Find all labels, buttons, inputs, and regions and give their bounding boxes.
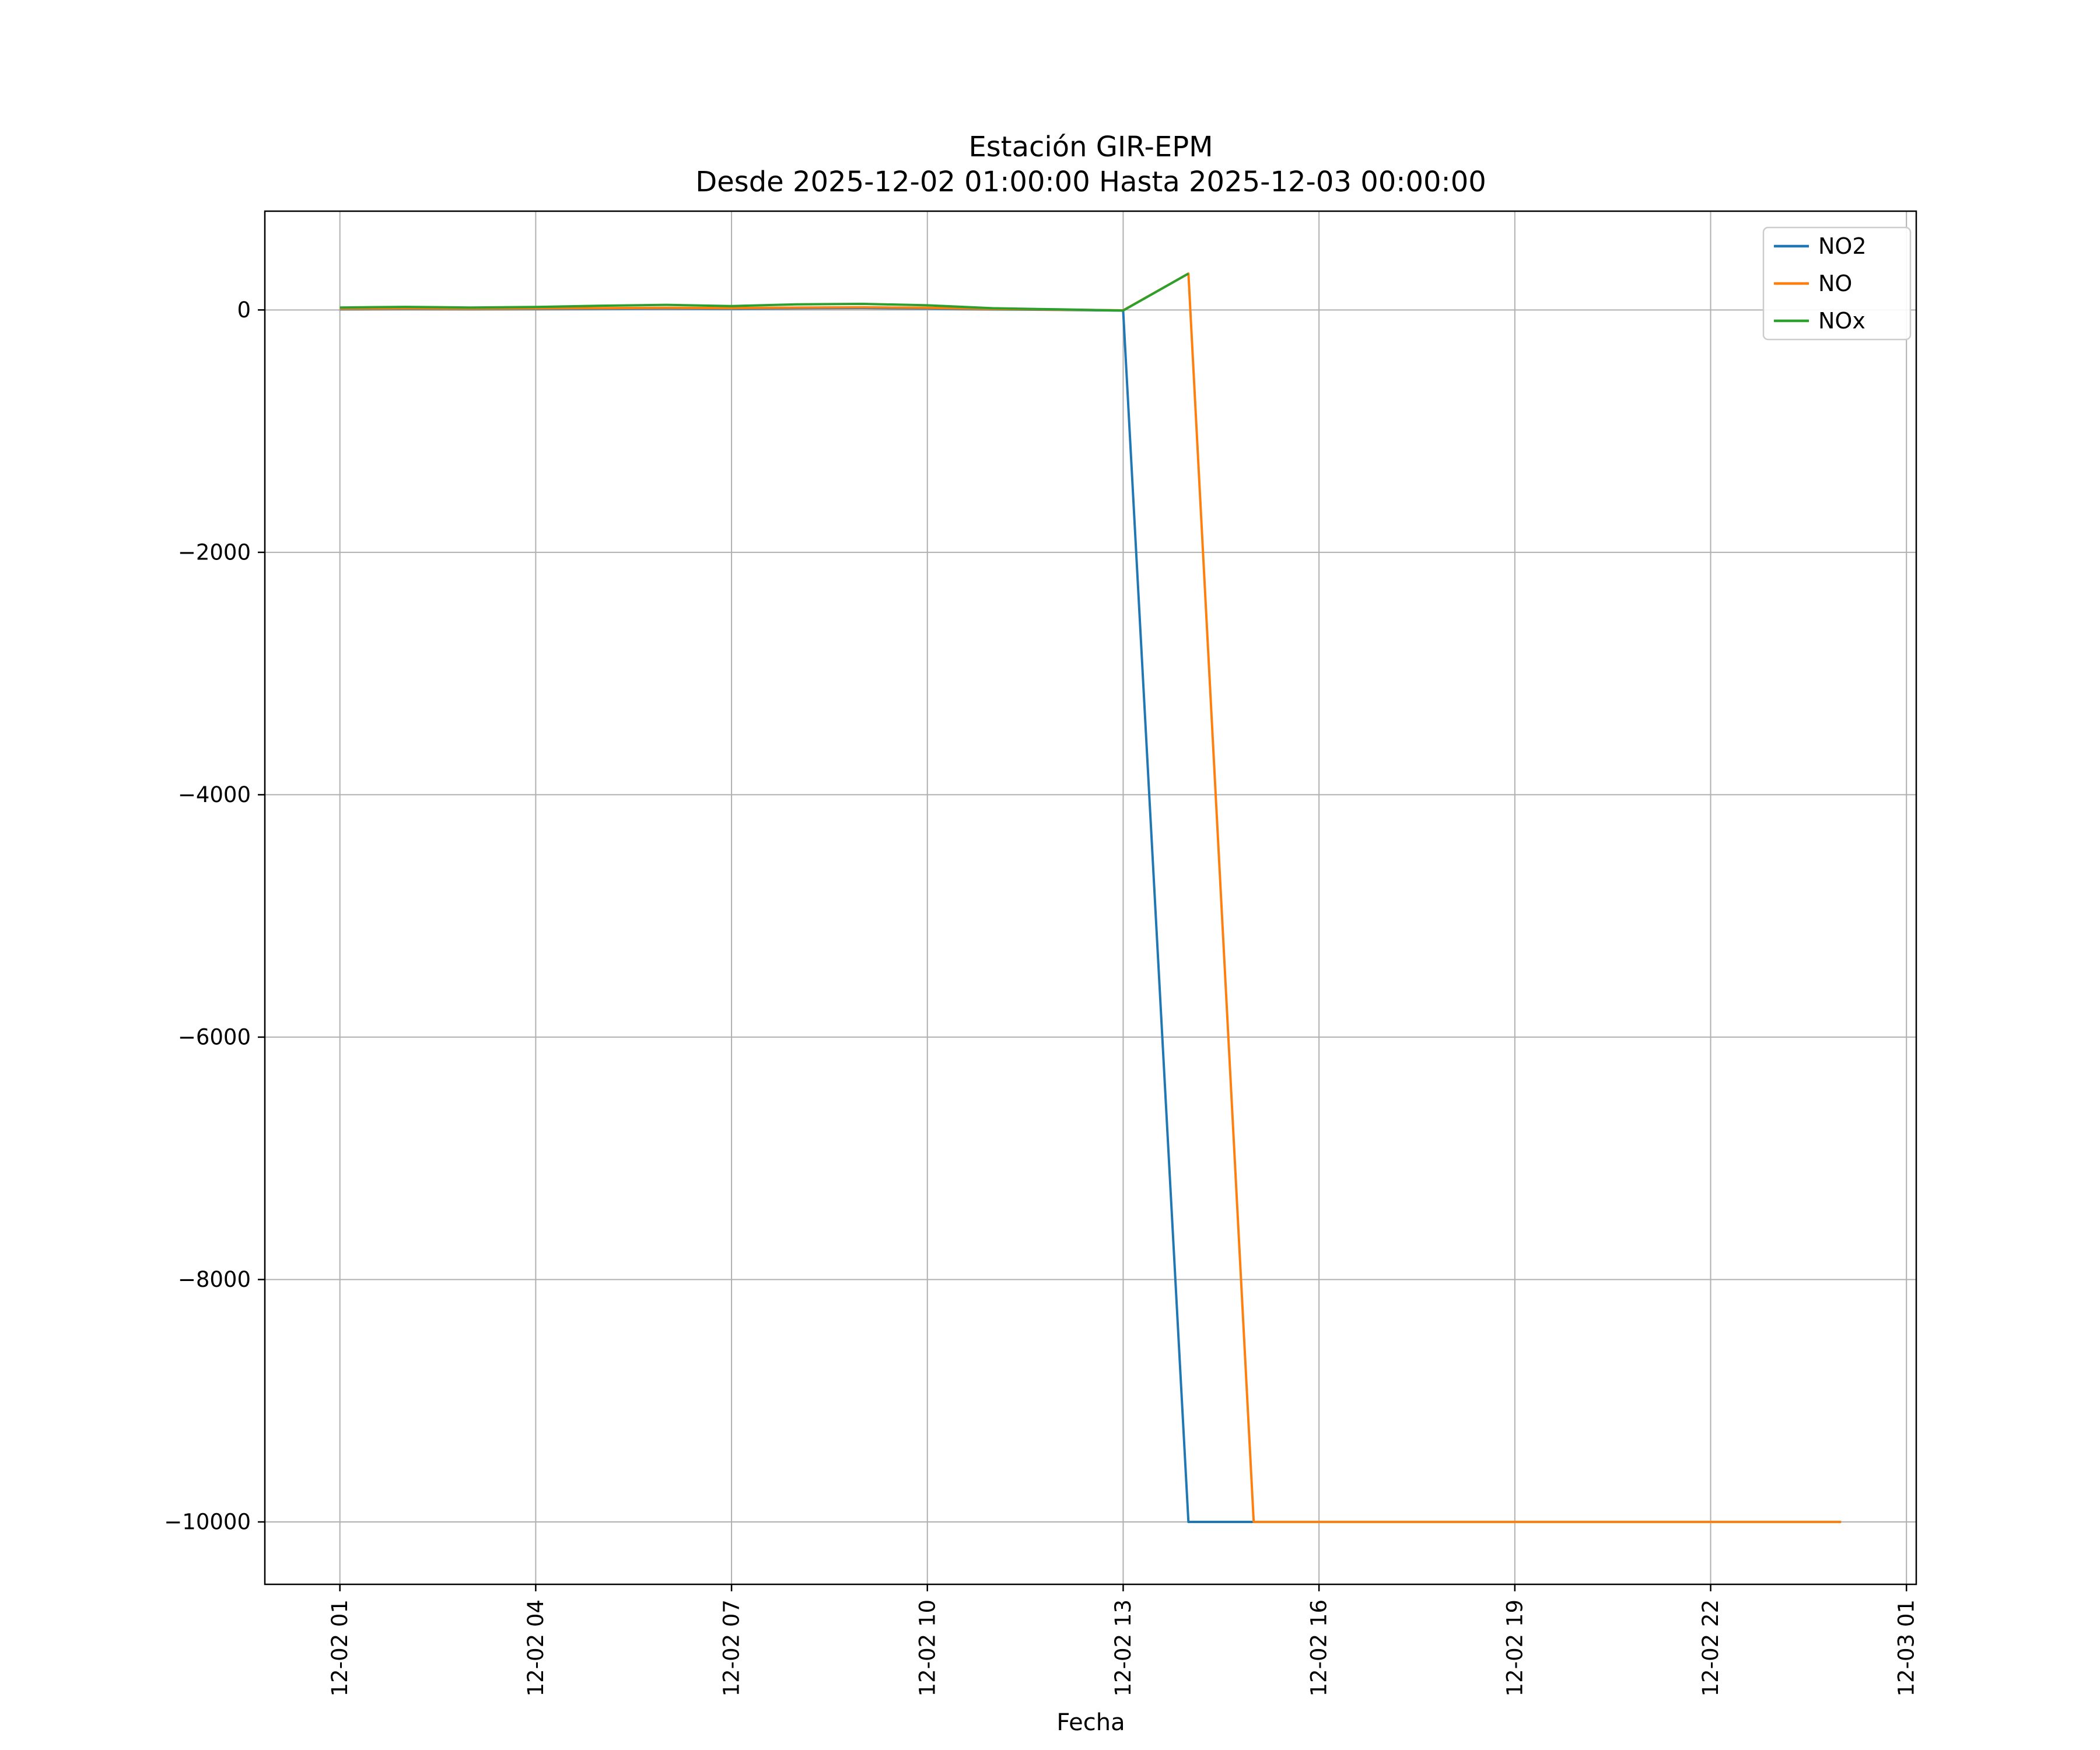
series-line-NOx [340,272,1189,312]
x-axis-label: Fecha [1056,1709,1125,1736]
x-tick-label: 12-02 16 [1307,1600,1332,1696]
chart-subtitle: Desde 2025-12-02 01:00:00 Hasta 2025-12-… [695,166,1486,198]
y-tick-label: −6000 [178,1024,251,1049]
legend: NO2 NO NOx [1762,226,1912,341]
y-tick-label: −2000 [178,540,251,565]
chart-title-block: Estación GIR-EPM Desde 2025-12-02 01:00:… [265,130,1917,200]
legend-label-NOx: NOx [1818,308,1866,334]
chart-title: Estación GIR-EPM [968,131,1213,163]
y-tick-label: −8000 [178,1267,251,1292]
legend-box [1762,226,1912,341]
x-tick-label: 12-03 01 [1894,1600,1919,1696]
plot-frame [264,210,1917,1586]
gridlines [265,211,1916,1584]
legend-label-NO: NO [1818,271,1852,296]
y-tick-label: 0 [237,298,251,323]
x-tick-label: 12-02 22 [1698,1600,1723,1696]
x-tick-label: 12-02 07 [719,1600,744,1696]
x-tick-label: 12-02 19 [1502,1600,1527,1696]
x-tick-label: 12-02 10 [915,1600,940,1696]
y-tick-label: −10000 [164,1510,251,1535]
legend-label-NO2: NO2 [1818,233,1867,259]
axis-ticks [258,309,1908,1591]
series-line-NO [340,272,1842,1523]
x-tick-label: 12-02 04 [523,1600,548,1696]
y-tick-label: −4000 [178,782,251,807]
x-tick-label: 12-02 13 [1111,1600,1136,1696]
x-tick-label: 12-02 01 [327,1600,352,1696]
series-line-NO2 [340,307,1254,1523]
